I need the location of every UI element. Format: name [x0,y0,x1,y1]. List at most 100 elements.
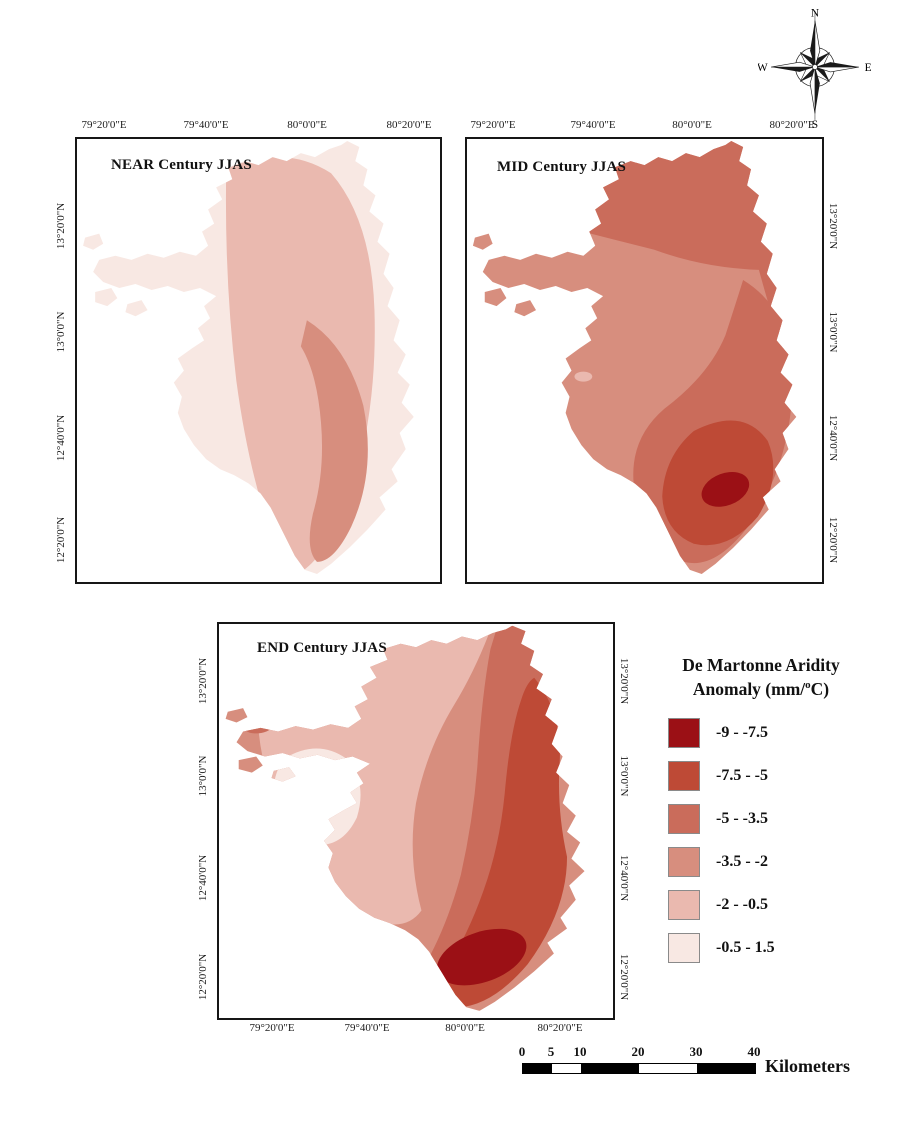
mid-lat-label-2: 13°0'0"N [827,311,839,353]
compass-rose: N E S W [757,6,876,132]
mid-lat-label-4: 12°20'0"N [827,516,839,564]
end-lat-right-label-2: 13°0'0"N [618,755,630,797]
legend-row: -5 - -3.5 [668,804,884,835]
compass-label-w: W [758,62,768,74]
end-lat-right-label-3: 12°40'0"N [618,854,630,902]
legend-label-5: -2 - -0.5 [716,896,768,914]
legend-label-1: -9 - -7.5 [716,724,768,742]
legend-swatch-4 [668,847,700,878]
end-lon-label-1: 79°20'0"E [249,1022,295,1034]
legend-label-6: -0.5 - 1.5 [716,939,775,957]
mid-zone-core [701,471,750,507]
end-zone-arm-spot-1 [284,689,318,703]
compass-label-n: N [811,8,819,20]
panel-title-end: END Century JJAS [257,640,387,656]
near-lon-label-1: 79°20'0"E [81,119,127,131]
scale-segment-1 [523,1064,552,1073]
scale-segment-5 [697,1064,755,1073]
legend-title-unit-suffix: C) [810,678,830,699]
compass-point-e-black [814,62,859,68]
compass-label-e: E [865,62,872,74]
scale-tick-20: 20 [631,1044,645,1059]
end-lat-left-label-2: 13°0'0"N [197,755,209,797]
compass-point-w-white [770,61,816,68]
near-lat-label-1: 13°20'0"N [55,202,67,250]
scale-segment-4 [639,1064,697,1073]
end-lat-left-label-3: 12°40'0"N [197,854,209,902]
legend-title-unit-sup: o [805,678,811,691]
panel-mid: MID Century JJAS [465,137,824,584]
scale-tick-10: 10 [573,1044,587,1059]
scale-tick-5: 5 [547,1044,555,1059]
end-lat-right-label-4: 12°20'0"N [618,953,630,1001]
scale-bar-segments [522,1063,756,1074]
scale-tick-40: 40 [747,1044,761,1059]
mid-zone-light-patch-1 [599,512,630,535]
legend-label-4: -3.5 - -2 [716,853,768,871]
legend-row: -0.5 - 1.5 [668,933,884,964]
legend-title-unit-prefix: Anomaly (mm/ [692,678,806,699]
near-lat-label-2: 13°0'0"N [55,311,67,353]
near-lat-label-4: 12°20'0"N [55,516,67,564]
near-lon-label-3: 80°0'0"E [287,119,327,131]
legend-items: -9 - -7.5 -7.5 - -5 -5 - -3.5 -3.5 - -2 … [638,718,884,964]
map-near [83,141,414,574]
scale-bar: 0 5 10 20 30 40 Kilometers [518,1044,892,1094]
mid-lat-label-3: 12°40'0"N [827,414,839,462]
near-lat-label-3: 12°40'0"N [55,414,67,462]
mid-lon-label-3: 80°0'0"E [672,119,712,131]
mid-lon-label-2: 79°40'0"E [570,119,616,131]
near-lon-label-4: 80°20'0"E [386,119,432,131]
scale-segment-3 [581,1064,639,1073]
end-zone-core [436,928,527,986]
legend-swatch-3 [668,804,700,835]
compass-point-s-white [809,66,816,114]
legend-label-3: -5 - -3.5 [716,810,768,828]
near-zone-dark [300,320,368,562]
end-lon-label-2: 79°40'0"E [344,1022,390,1034]
map-mid [472,141,797,574]
map-end [225,625,585,1011]
panel-end: END Century JJAS [217,622,615,1020]
panel-near: NEAR Century JJAS [75,137,442,584]
scale-unit-label: Kilometers [765,1056,850,1076]
legend-swatch-1 [668,718,700,749]
compass-point-e-white [814,66,859,73]
legend-swatch-2 [668,761,700,792]
panel-title-near: NEAR Century JJAS [111,157,252,173]
mid-lon-label-1: 79°20'0"E [470,119,516,131]
compass-hub [811,64,818,71]
compass-label-s: S [812,119,818,130]
compass-point-w-black [771,67,815,72]
end-lat-left-label-1: 13°20'0"N [197,657,209,705]
legend-row: -9 - -7.5 [668,718,884,749]
scale-tick-0: 0 [518,1044,526,1059]
legend-title-line1: De Martonne Aridity [682,655,840,675]
compass-point-n-white [814,20,821,68]
end-lon-label-3: 80°0'0"E [445,1022,485,1034]
legend: De Martonne Aridity Anomaly (mm/oC) -9 -… [638,654,884,976]
legend-row: -3.5 - -2 [668,847,884,878]
mid-lon-label-4: 80°20'0"E [769,119,815,131]
compass-point-n-black [810,20,815,68]
legend-row: -2 - -0.5 [668,890,884,921]
legend-swatch-5 [668,890,700,921]
legend-swatch-6 [668,933,700,964]
end-lat-left-label-4: 12°20'0"N [197,953,209,1001]
end-zone-coast-dark [442,677,568,1008]
end-lon-label-4: 80°20'0"E [537,1022,583,1034]
near-lon-label-2: 79°40'0"E [183,119,229,131]
scale-tick-30: 30 [689,1044,703,1059]
end-zone-palest [273,748,361,846]
legend-label-2: -7.5 - -5 [716,767,768,785]
mid-lat-label-1: 13°20'0"N [827,202,839,250]
compass-rose-graphic: N E S W [757,8,872,131]
panel-title-mid: MID Century JJAS [497,159,627,175]
legend-title: De Martonne Aridity Anomaly (mm/oC) [638,654,884,701]
mid-zone-light-patch-2 [574,371,593,382]
legend-row: -7.5 - -5 [668,761,884,792]
scale-segment-2 [552,1064,581,1073]
legend-title-line2: Anomaly (mm/oC) [638,678,884,702]
compass-point-s-black [814,67,820,114]
